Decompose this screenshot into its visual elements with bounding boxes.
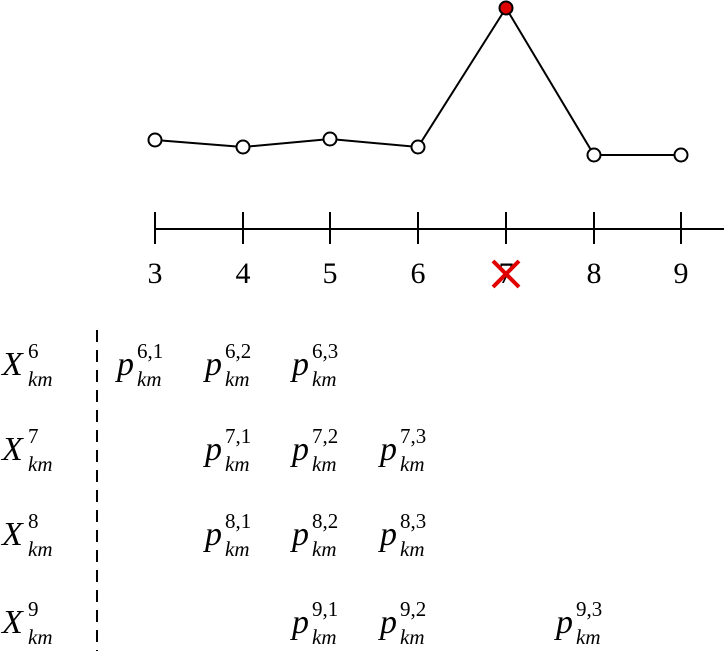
cell-base: p (203, 431, 222, 468)
tick-label: 8 (587, 257, 602, 290)
cell-sub: km (312, 452, 337, 476)
point (410, 139, 426, 155)
cell-sup: 8,2 (312, 509, 338, 533)
row-label-sub: km (28, 367, 53, 391)
cell-sub: km (312, 367, 337, 391)
row-label-sub: km (28, 625, 53, 649)
outlier-point (498, 0, 514, 16)
cell-sub: km (137, 367, 162, 391)
cell-sup: 6,3 (312, 339, 338, 363)
cell-base: p (290, 431, 309, 468)
cell-sub: km (225, 452, 250, 476)
cell-sub: km (312, 625, 337, 649)
removed-mark (491, 259, 521, 289)
cell-base: p (378, 516, 397, 553)
cell-sup: 6,1 (137, 339, 163, 363)
point (235, 139, 251, 155)
tick-label: 5 (323, 257, 338, 290)
cell-sup: 7,1 (225, 424, 251, 448)
cell-base: p (554, 604, 573, 641)
cell-sup: 6,2 (225, 339, 251, 363)
row-label-sup: 7 (28, 424, 39, 448)
point (147, 132, 163, 148)
row-label-sup: 6 (28, 339, 39, 363)
cross-line (491, 259, 521, 289)
row-label-sup: 9 (28, 597, 39, 621)
cell-base: p (290, 516, 309, 553)
tick-label: 4 (236, 257, 251, 290)
row-label-base: X (0, 604, 24, 641)
cell-sup: 9,2 (400, 597, 426, 621)
cell-base: p (115, 346, 134, 383)
cell-sup: 8,1 (225, 509, 251, 533)
row-label-base: X (0, 431, 24, 468)
cell-base: p (378, 431, 397, 468)
signal-line (154, 6, 681, 156)
cell-sub: km (312, 537, 337, 561)
cell-base: p (203, 516, 222, 553)
cell-sup: 7,2 (312, 424, 338, 448)
row-label-base: X (0, 346, 24, 383)
tick-label: 3 (148, 257, 163, 290)
row-label-sub: km (28, 537, 53, 561)
point (673, 147, 689, 163)
cell-sup: 9,3 (576, 597, 602, 621)
cell-base: p (378, 604, 397, 641)
cell-sub: km (576, 625, 601, 649)
content: 3456789X6kmp6,1kmp6,2kmp6,3kmX7kmp7,1kmp… (0, 212, 689, 649)
cell-sub: km (225, 367, 250, 391)
row-label-sup: 8 (28, 509, 39, 533)
cell-sub: km (400, 625, 425, 649)
cell-base: p (290, 604, 309, 641)
point (322, 131, 338, 147)
cell-sub: km (400, 452, 425, 476)
cell-sup: 9,1 (312, 597, 338, 621)
cell-sup: 7,3 (400, 424, 426, 448)
cell-sup: 8,3 (400, 509, 426, 533)
signal-points (147, 0, 689, 163)
cell-base: p (203, 346, 222, 383)
row-label-base: X (0, 516, 24, 553)
cell-sub: km (225, 537, 250, 561)
cell-sub: km (400, 537, 425, 561)
point (586, 147, 602, 163)
row-label-sub: km (28, 452, 53, 476)
cell-base: p (290, 346, 309, 383)
tick-label: 6 (411, 257, 426, 290)
tick-label: 9 (674, 257, 689, 290)
